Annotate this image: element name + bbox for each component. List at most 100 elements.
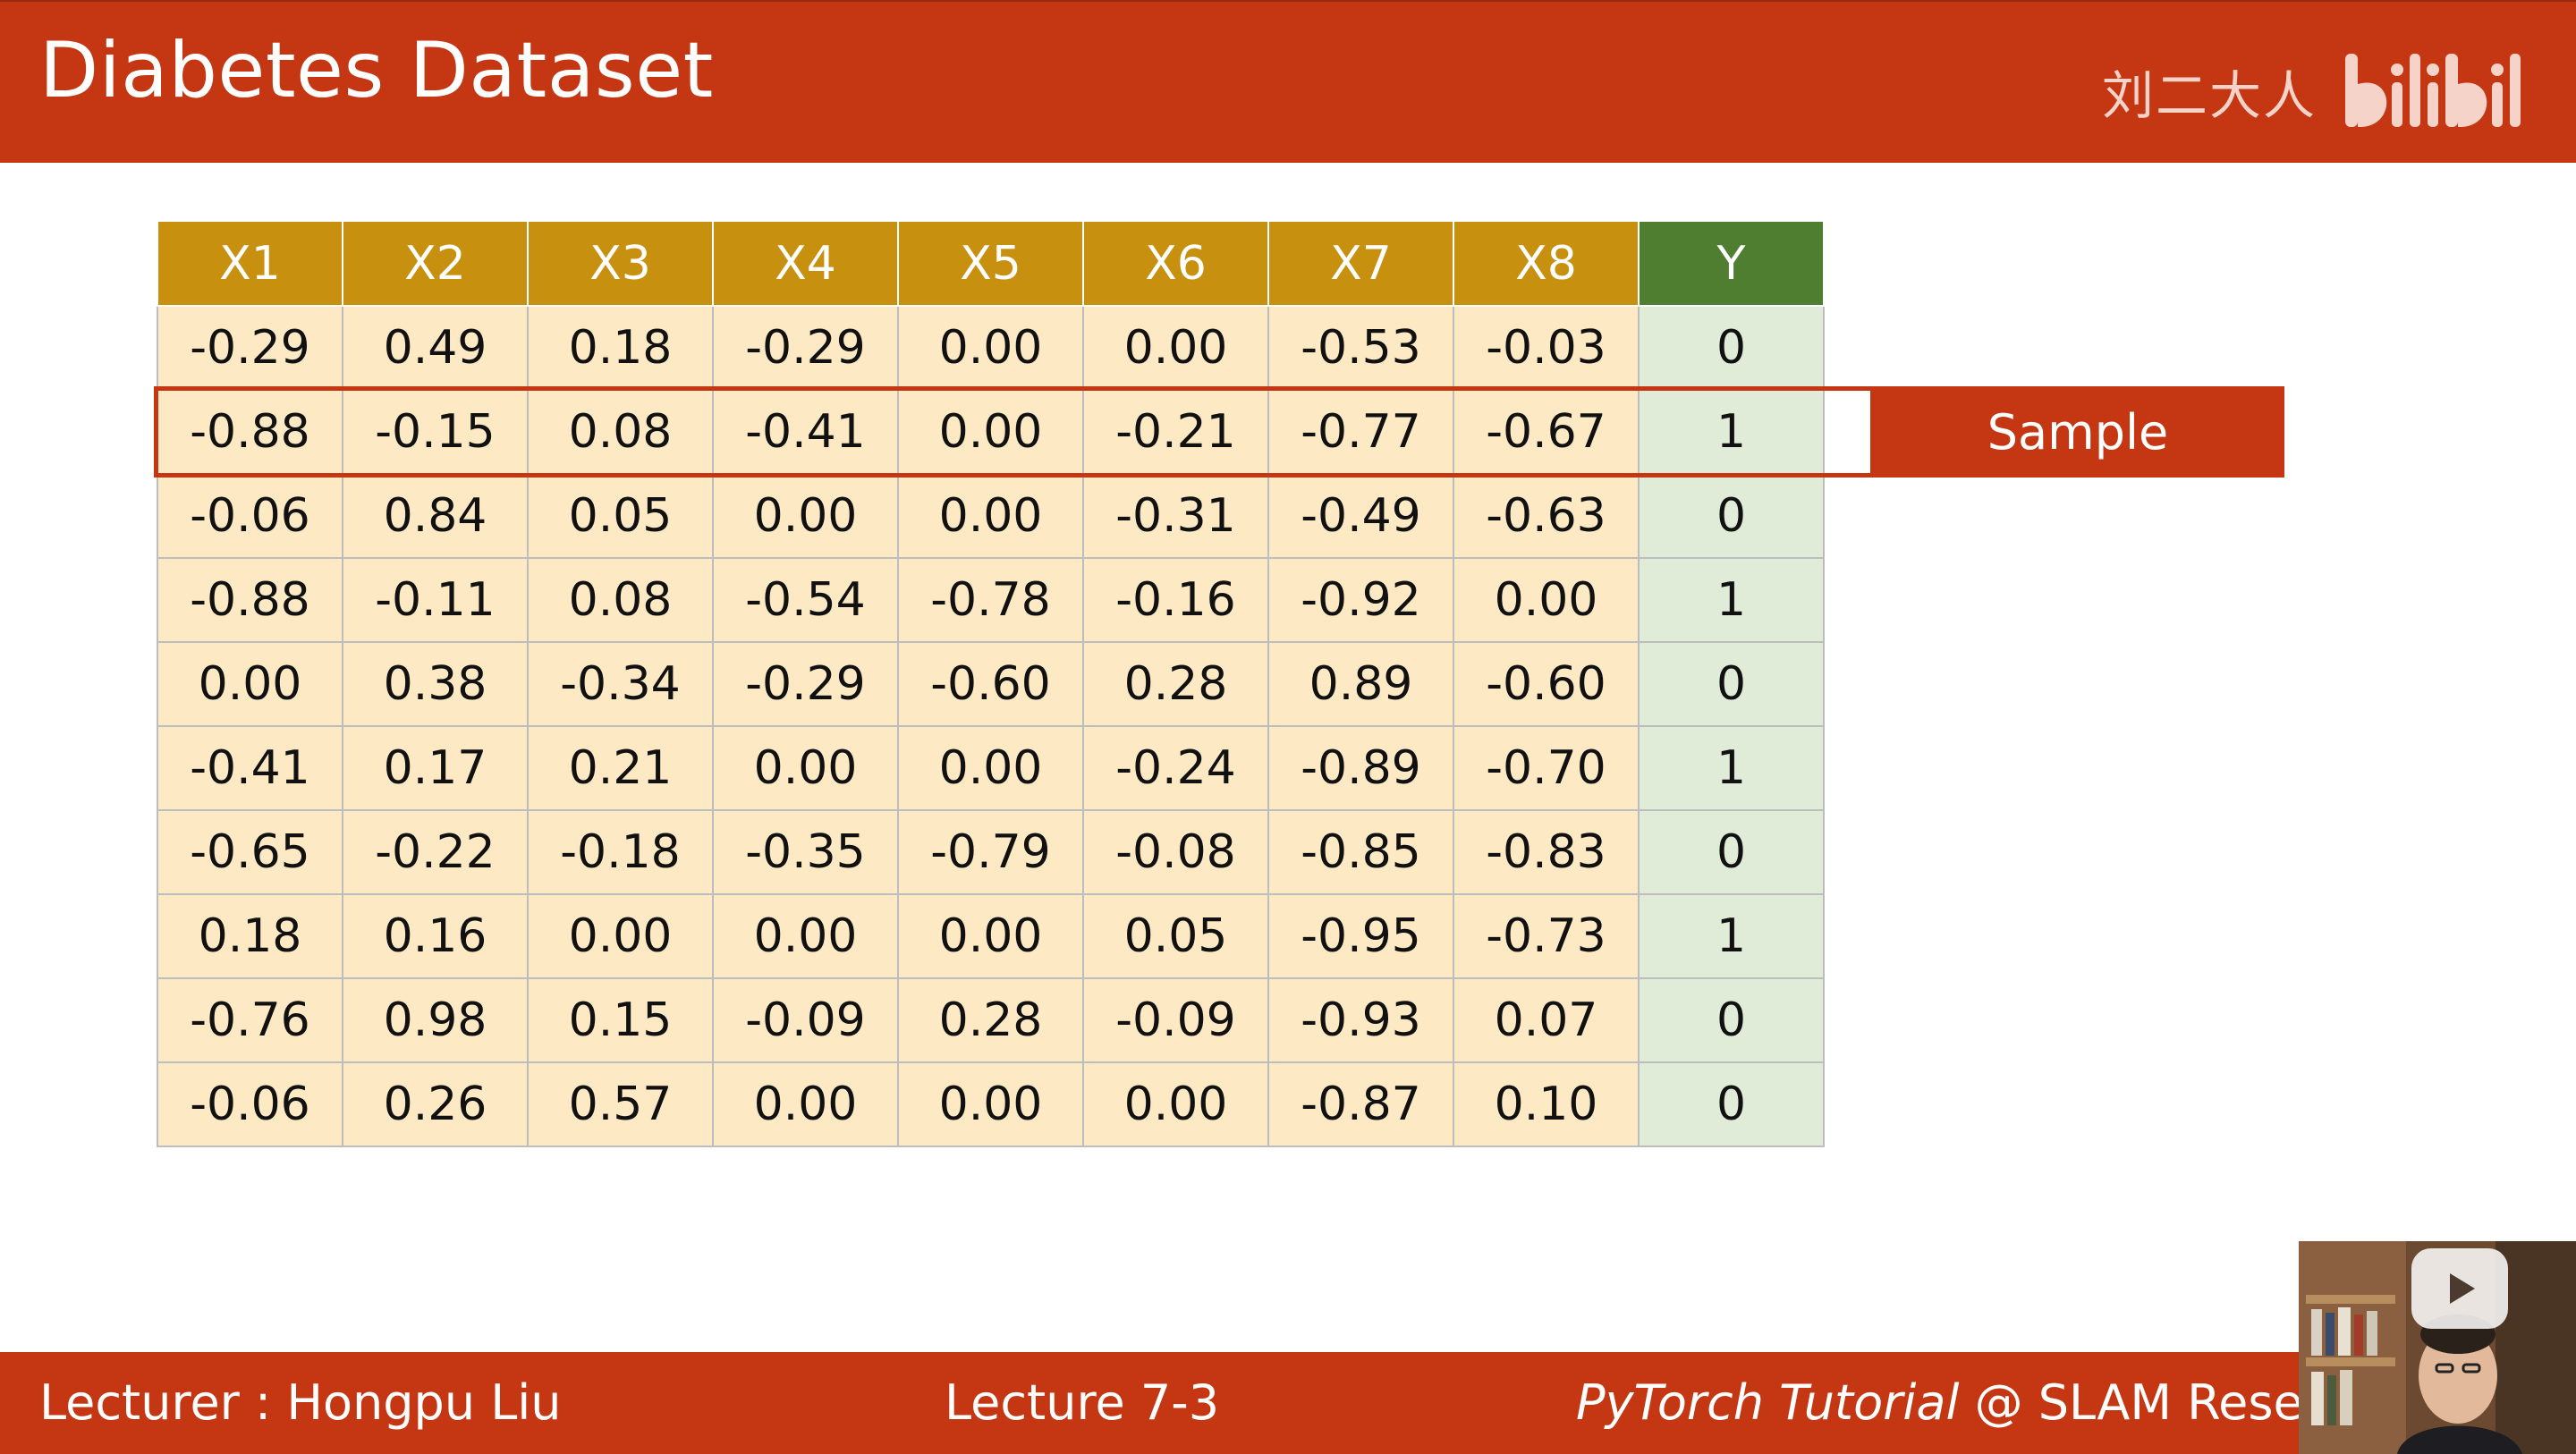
table-cell: 0.00 <box>712 1061 899 1147</box>
table-cell: -0.93 <box>1267 977 1454 1063</box>
table-cell: -0.76 <box>157 977 343 1063</box>
table-cell: -0.65 <box>157 809 343 895</box>
table-cell: -0.18 <box>527 809 714 895</box>
footer-course-title: PyTorch Tutorial <box>1576 1374 1960 1431</box>
table-cell: 0.00 <box>712 473 899 559</box>
table-cell: -0.29 <box>712 305 899 391</box>
table-cell: 0.00 <box>897 893 1084 979</box>
column-header-y: Y <box>1638 222 1825 307</box>
table-row: 0.18 0.16 0.00 0.00 0.00 0.05 -0.95 -0.7… <box>157 893 1825 979</box>
footer-course-affiliation: @ SLAM Resea <box>1959 1374 2333 1431</box>
table-cell: -0.53 <box>1267 305 1454 391</box>
table-cell: 0.18 <box>527 305 714 391</box>
table-cell: 0.38 <box>342 641 529 727</box>
table-cell: -0.29 <box>157 305 343 391</box>
table-cell: -0.15 <box>342 389 529 475</box>
table-cell: 0.00 <box>897 305 1084 391</box>
column-header-x3: X3 <box>527 222 714 307</box>
table-cell: 0.00 <box>897 1061 1084 1147</box>
table-cell: -0.41 <box>712 389 899 475</box>
column-header-x1: X1 <box>157 222 343 307</box>
label-cell: 1 <box>1638 893 1825 979</box>
table-cell: 0.10 <box>1453 1061 1640 1147</box>
table-cell: -0.85 <box>1267 809 1454 895</box>
table-cell: -0.06 <box>157 473 343 559</box>
table-cell: 0.28 <box>1082 641 1269 727</box>
video-play-button[interactable] <box>2411 1248 2508 1329</box>
footer-bar: Lecturer : Hongpu Liu Lecture 7-3 PyTorc… <box>0 1352 2576 1454</box>
column-header-x6: X6 <box>1082 222 1269 307</box>
column-header-x2: X2 <box>342 222 529 307</box>
table-cell: 0.00 <box>157 641 343 727</box>
table-cell: -0.63 <box>1453 473 1640 559</box>
table-row: -0.88 -0.11 0.08 -0.54 -0.78 -0.16 -0.92… <box>157 557 1825 643</box>
table-cell: 0.21 <box>527 725 714 811</box>
sample-label: Sample <box>1871 386 2284 478</box>
table-cell: 0.00 <box>897 725 1084 811</box>
table-cell: -0.78 <box>897 557 1084 643</box>
table-cell: 0.05 <box>1082 893 1269 979</box>
table-cell: -0.24 <box>1082 725 1269 811</box>
table-row: -0.29 0.49 0.18 -0.29 0.00 0.00 -0.53 -0… <box>157 305 1825 391</box>
play-icon <box>2450 1273 2475 1304</box>
table-cell: 0.98 <box>342 977 529 1063</box>
footer-course: PyTorch Tutorial @ SLAM Resea <box>1576 1352 2333 1454</box>
table-cell: 0.17 <box>342 725 529 811</box>
table-row: -0.06 0.84 0.05 0.00 0.00 -0.31 -0.49 -0… <box>157 473 1825 559</box>
table-cell: -0.34 <box>527 641 714 727</box>
table-cell: 0.84 <box>342 473 529 559</box>
bilibili-watermark: 刘二大人 <box>2102 46 2529 136</box>
table-cell: -0.95 <box>1267 893 1454 979</box>
table-cell: -0.88 <box>157 389 343 475</box>
table-cell: -0.41 <box>157 725 343 811</box>
table-cell: 0.00 <box>527 893 714 979</box>
table-cell: -0.89 <box>1267 725 1454 811</box>
label-cell: 0 <box>1638 473 1825 559</box>
table-cell: 0.07 <box>1453 977 1640 1063</box>
table-row: -0.06 0.26 0.57 0.00 0.00 0.00 -0.87 0.1… <box>157 1061 1825 1147</box>
table-cell: -0.67 <box>1453 389 1640 475</box>
table-cell: -0.09 <box>712 977 899 1063</box>
table-cell: -0.70 <box>1453 725 1640 811</box>
table-cell: 0.49 <box>342 305 529 391</box>
table-cell: 0.00 <box>897 473 1084 559</box>
label-cell: 1 <box>1638 725 1825 811</box>
table-cell: 0.28 <box>897 977 1084 1063</box>
table-cell: 0.00 <box>712 725 899 811</box>
table-header-row: X1 X2 X3 X4 X5 X6 X7 X8 Y <box>157 222 1825 307</box>
label-cell: 0 <box>1638 1061 1825 1147</box>
table-cell: 0.08 <box>527 557 714 643</box>
header-bar: Diabetes Dataset 刘二大人 <box>0 0 2576 163</box>
table-cell: -0.03 <box>1453 305 1640 391</box>
sample-highlight-frame <box>154 386 1875 478</box>
table-cell: -0.35 <box>712 809 899 895</box>
table-cell: -0.22 <box>342 809 529 895</box>
table-cell: 0.00 <box>712 893 899 979</box>
table-cell: -0.73 <box>1453 893 1640 979</box>
footer-lecture-number: Lecture 7-3 <box>945 1374 1220 1431</box>
table-cell: -0.60 <box>897 641 1084 727</box>
table-cell: 0.00 <box>1082 305 1269 391</box>
table-cell: 0.89 <box>1267 641 1454 727</box>
table-cell: -0.77 <box>1267 389 1454 475</box>
column-header-x7: X7 <box>1267 222 1454 307</box>
label-cell: 0 <box>1638 641 1825 727</box>
footer-lecturer: Lecturer : Hongpu Liu <box>39 1374 562 1431</box>
label-cell: 0 <box>1638 977 1825 1063</box>
table-row: -0.41 0.17 0.21 0.00 0.00 -0.24 -0.89 -0… <box>157 725 1825 811</box>
label-cell: 0 <box>1638 809 1825 895</box>
table-row: -0.76 0.98 0.15 -0.09 0.28 -0.09 -0.93 0… <box>157 977 1825 1063</box>
table-cell: -0.54 <box>712 557 899 643</box>
column-header-x5: X5 <box>897 222 1084 307</box>
table-cell: 0.00 <box>897 389 1084 475</box>
label-cell: 0 <box>1638 305 1825 391</box>
table-cell: -0.09 <box>1082 977 1269 1063</box>
table-cell: -0.29 <box>712 641 899 727</box>
bilibili-logo-icon <box>2345 54 2521 128</box>
table-cell: -0.21 <box>1082 389 1269 475</box>
table-row: 0.00 0.38 -0.34 -0.29 -0.60 0.28 0.89 -0… <box>157 641 1825 727</box>
table-cell: 0.00 <box>1453 557 1640 643</box>
watermark-author: 刘二大人 <box>2101 65 2317 126</box>
table-cell: -0.11 <box>342 557 529 643</box>
table-cell: -0.92 <box>1267 557 1454 643</box>
